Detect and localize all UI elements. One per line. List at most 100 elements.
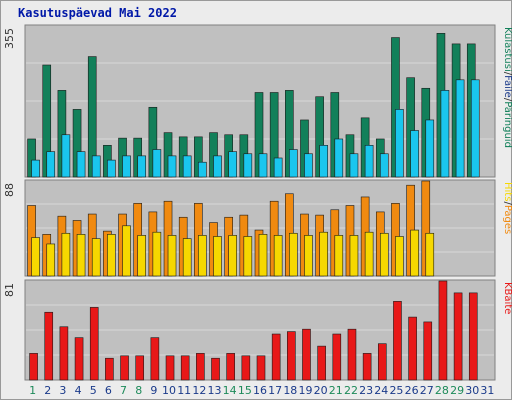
bar-faile-day-3 <box>61 134 71 178</box>
x-tick-label-day-7: 7 <box>120 384 127 397</box>
bar-faile-day-30 <box>470 79 480 178</box>
legend-separator: / <box>502 72 512 76</box>
x-tick-label-day-26: 26 <box>405 384 419 397</box>
legend-separator: / <box>502 98 512 102</box>
bar-hits-day-25 <box>395 236 404 277</box>
bar-hits-day-2 <box>46 243 56 277</box>
bar-faile-day-28 <box>440 90 450 178</box>
x-tick-label-day-29: 29 <box>450 384 464 397</box>
bar-faile-day-29 <box>455 79 465 178</box>
bar-hits-day-26 <box>410 229 419 277</box>
bar-kbaite-day-14 <box>226 353 235 381</box>
bar-kbaite-day-6 <box>105 357 114 381</box>
x-tick-label-day-2: 2 <box>44 384 51 397</box>
bar-faile-day-17 <box>273 157 283 178</box>
x-tick-label-day-9: 9 <box>150 384 157 397</box>
bar-kbaite-day-11 <box>180 355 190 381</box>
series-legend-middle: Hits/Pages <box>502 182 512 234</box>
axis-max-label: 88 <box>3 183 16 197</box>
bar-faile-day-4 <box>76 151 86 178</box>
bar-faile-day-10 <box>167 155 177 178</box>
series-legend-top: Külastusi/Faile/Päringuid <box>502 27 512 148</box>
bar-faile-day-11 <box>182 155 192 178</box>
x-tick-label-day-1: 1 <box>29 384 36 397</box>
bar-hits-day-22 <box>349 235 359 277</box>
series-legend-bottom: KBaite <box>502 282 512 314</box>
bar-kbaite-day-29 <box>453 292 463 381</box>
bar-hits-day-7 <box>122 225 131 277</box>
x-tick-label-day-16: 16 <box>253 384 267 397</box>
legend-külastusi: Külastusi <box>502 27 512 72</box>
x-tick-label-day-31: 31 <box>480 384 494 397</box>
x-tick-label-day-18: 18 <box>283 384 297 397</box>
bar-hits-day-12 <box>198 235 207 277</box>
bar-faile-day-13 <box>213 155 222 178</box>
x-tick-label-day-30: 30 <box>465 384 479 397</box>
bar-hits-day-1 <box>31 237 40 277</box>
bar-hits-day-4 <box>76 234 86 277</box>
x-tick-label-day-3: 3 <box>59 384 66 397</box>
bar-faile-day-25 <box>395 109 404 178</box>
bar-kbaite-day-4 <box>74 337 84 381</box>
x-tick-label-day-15: 15 <box>238 384 252 397</box>
bar-kbaite-day-8 <box>135 355 145 381</box>
chart-title: Kasutuspäevad Mai 2022 <box>18 6 177 20</box>
bar-faile-day-14 <box>228 151 237 178</box>
x-tick-label-day-22: 22 <box>344 384 358 397</box>
x-tick-label-day-23: 23 <box>359 384 373 397</box>
bar-kbaite-day-12 <box>196 353 205 381</box>
bar-faile-day-15 <box>243 153 253 178</box>
bar-faile-day-21 <box>334 138 344 178</box>
x-tick-label-day-12: 12 <box>192 384 206 397</box>
bar-kbaite-day-16 <box>256 355 266 381</box>
x-tick-label-day-20: 20 <box>314 384 328 397</box>
x-tick-label-day-19: 19 <box>298 384 312 397</box>
bar-hits-day-23 <box>364 231 374 277</box>
bar-faile-day-16 <box>258 153 268 178</box>
bar-faile-day-27 <box>425 119 435 178</box>
bar-faile-day-19 <box>304 153 313 178</box>
bar-hits-day-9 <box>152 231 162 277</box>
bar-kbaite-day-15 <box>241 355 251 381</box>
bar-hits-day-10 <box>167 235 177 277</box>
bar-hits-day-5 <box>91 238 101 277</box>
bar-kbaite-day-25 <box>393 301 402 381</box>
x-tick-label-day-4: 4 <box>75 384 82 397</box>
bar-hits-day-21 <box>334 235 344 277</box>
bar-kbaite-day-20 <box>317 345 326 381</box>
bar-faile-day-7 <box>122 155 131 178</box>
x-tick-label-day-8: 8 <box>135 384 142 397</box>
x-tick-label-day-14: 14 <box>223 384 237 397</box>
bar-faile-day-22 <box>349 153 359 178</box>
bar-faile-day-26 <box>410 130 419 178</box>
bar-hits-day-11 <box>182 238 192 277</box>
x-tick-label-day-28: 28 <box>435 384 449 397</box>
x-tick-label-day-27: 27 <box>420 384 434 397</box>
bar-hits-day-8 <box>137 235 147 277</box>
bar-faile-day-9 <box>152 149 162 178</box>
legend-separator: / <box>502 201 512 205</box>
bar-kbaite-day-5 <box>89 307 99 381</box>
x-tick-label-day-21: 21 <box>329 384 343 397</box>
bar-faile-day-12 <box>198 161 207 178</box>
bar-hits-day-18 <box>289 232 298 277</box>
bar-faile-day-24 <box>379 153 389 178</box>
legend-faile: Faile <box>502 75 512 98</box>
x-tick-label-day-5: 5 <box>90 384 97 397</box>
bar-kbaite-day-23 <box>362 353 372 381</box>
bar-kbaite-day-10 <box>165 355 175 381</box>
legend-päringuid: Päringuid <box>502 101 512 148</box>
bar-kbaite-day-18 <box>287 331 296 381</box>
bar-kbaite-day-24 <box>377 343 387 381</box>
bar-kbaite-day-13 <box>211 357 220 381</box>
x-tick-label-day-10: 10 <box>162 384 176 397</box>
legend-pages: Pages <box>502 205 512 234</box>
bar-hits-day-13 <box>213 236 222 277</box>
bar-kbaite-day-28 <box>438 280 448 381</box>
bar-faile-day-2 <box>46 151 56 178</box>
bar-hits-day-3 <box>61 232 71 277</box>
x-tick-label-day-11: 11 <box>177 384 191 397</box>
legend-hits: Hits <box>502 182 512 201</box>
bar-kbaite-day-26 <box>408 316 417 381</box>
